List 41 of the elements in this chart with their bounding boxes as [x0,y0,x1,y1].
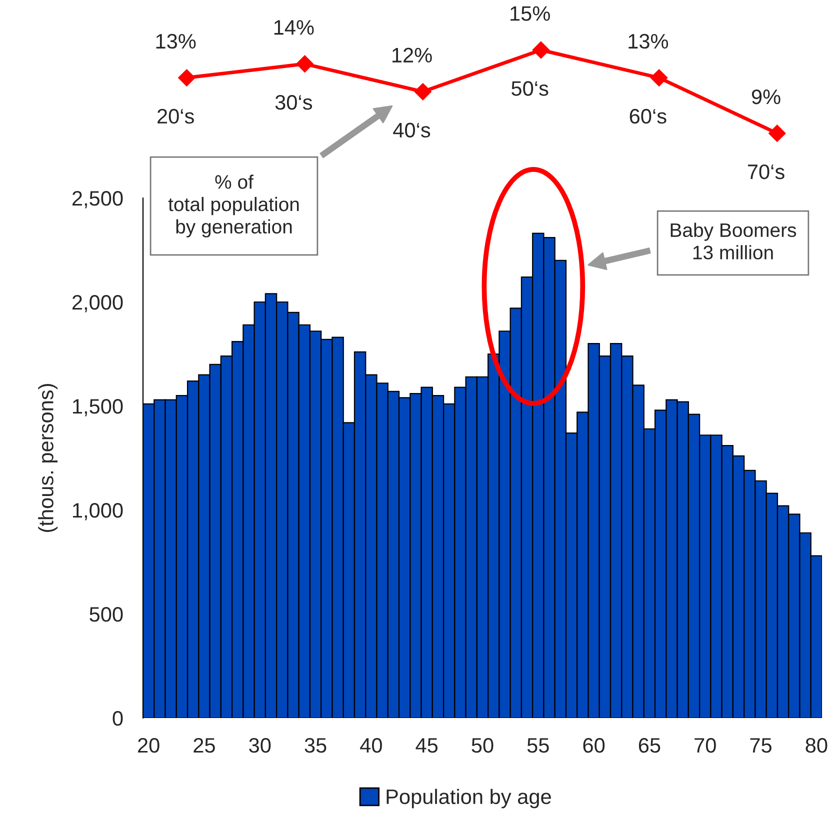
x-tick-label: 40 [360,738,382,753]
y-tick-label: 0 [112,711,123,726]
y-tick-label: 500 [90,607,123,622]
point [296,55,314,72]
x-tick-label: 80 [806,738,828,753]
point [532,41,550,59]
data-label: 13% [628,34,668,49]
category-label: 70‘s [748,164,784,180]
y-tick-label: 2,000 [72,295,123,312]
y-tick-label: 2,500 [72,191,123,208]
point [650,69,668,86]
y-tick-label: 1,000 [73,503,123,520]
x-tick-label: 55 [527,738,549,753]
category-label: 20‘s [158,108,194,124]
x-tick-label: 65 [638,738,660,753]
data-label: 14% [274,20,314,35]
x-tick-label: 50 [472,738,494,753]
point [768,124,786,142]
y-axis-title: (thous. persons) [38,384,58,532]
annotation: % of total population by generation [168,174,299,238]
point [414,83,432,100]
data-label: 13% [156,34,196,49]
x-tick-label: 75 [750,738,772,753]
data-label: 15% [510,6,550,21]
x-tick-label: 30 [249,738,271,753]
category-label: 30‘s [275,94,312,110]
data-label: 12% [392,48,432,62]
x-tick-label: 35 [304,738,326,753]
legend-label: Population by age [386,788,551,808]
annotation: Baby Boomers 13 million [670,222,796,260]
category-label: 60‘s [630,108,666,124]
x-tick-label: 25 [194,738,215,753]
category-label: 50‘s [512,81,548,96]
category-label: 40‘s [393,122,430,138]
point [178,69,196,86]
data-label: 9% [752,89,780,104]
x-tick-label: 60 [583,738,605,753]
x-tick-label: 70 [694,738,716,753]
x-tick-label: 20 [138,738,160,753]
y-tick-label: 1,500 [73,399,123,416]
x-tick-label: 45 [416,738,438,753]
